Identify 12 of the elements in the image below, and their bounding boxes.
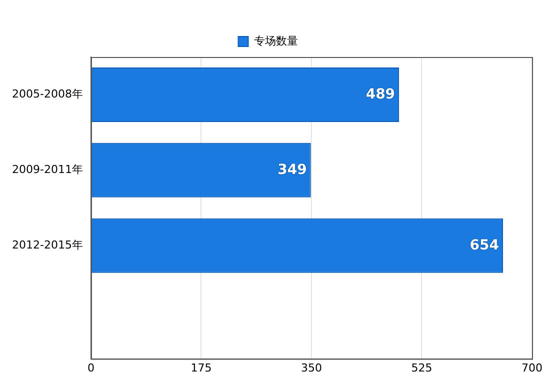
- y-tick-label: 2009-2011年: [12, 163, 83, 176]
- y-tick-label: 2005-2008年: [12, 88, 83, 101]
- x-tick-label: 350: [300, 361, 322, 374]
- x-tick-label: 700: [522, 361, 542, 374]
- data-label: 349: [278, 162, 307, 178]
- y-tick-label: 2012-2015年: [12, 238, 83, 252]
- legend-label: 专场数量: [254, 34, 298, 48]
- x-tick-label: 525: [411, 361, 432, 374]
- data-label: 654: [470, 237, 500, 254]
- x-tick-label: 0: [87, 361, 94, 374]
- x-tick-label: 175: [190, 361, 212, 374]
- data-label: 489: [366, 86, 396, 102]
